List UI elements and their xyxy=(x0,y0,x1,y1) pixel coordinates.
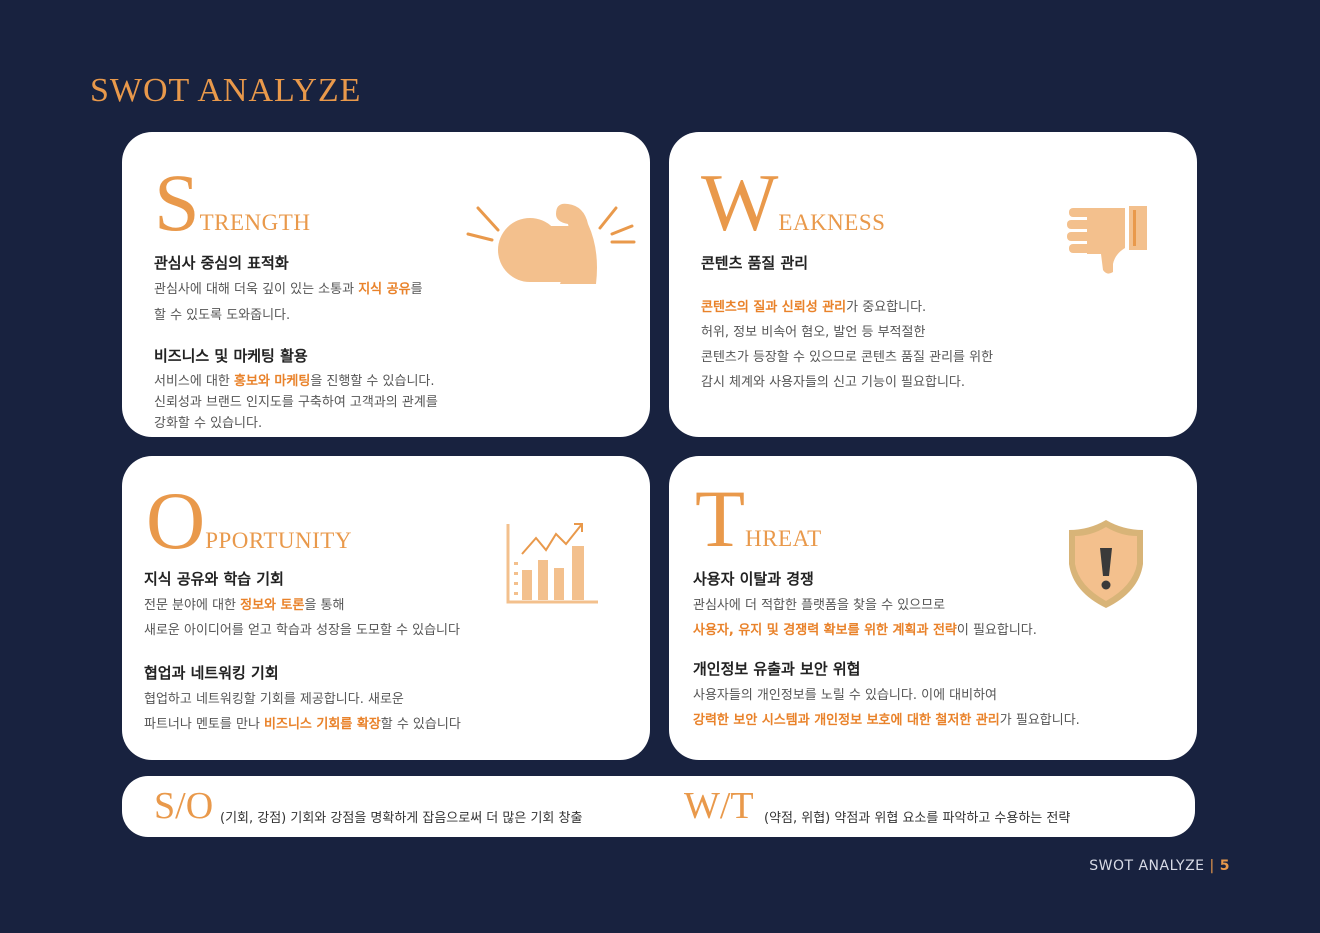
weakness-section-1-title: 콘텐츠 품질 관리 xyxy=(701,254,809,272)
growth-chart-icon xyxy=(506,523,598,604)
footer-label: SWOT ANALYZE xyxy=(1089,858,1205,874)
flexed-arm-icon xyxy=(466,203,636,284)
threat-section-1-line-2: 사용자, 유지 및 경쟁력 확보를 위한 계획과 전략이 필요합니다. xyxy=(693,623,1037,638)
opportunity-section-2-line-2: 파트너나 멘토를 만나 비즈니스 기회를 확장할 수 있습니다 xyxy=(144,717,461,732)
opportunity-letter: O xyxy=(146,475,206,566)
opportunity-section-1-line-2: 새로운 아이디어를 얻고 학습과 성장을 도모할 수 있습니다 xyxy=(144,623,460,638)
weakness-heading: WEAKNESS xyxy=(701,162,885,244)
strength-heading: STRENGTH xyxy=(154,162,310,244)
strength-section-2-line-1: 서비스에 대한 홍보와 마케팅을 진행할 수 있습니다. xyxy=(154,374,435,389)
page-number: 5 xyxy=(1219,858,1230,874)
strength-section-1-line-1: 관심사에 대해 더욱 깊이 있는 소통과 지식 공유를 xyxy=(154,282,423,297)
wt-strategy-text: (약점, 위협) 약점과 위협 요소를 파악하고 수용하는 전략 xyxy=(764,811,1071,826)
weakness-rest: EAKNESS xyxy=(778,210,886,235)
wt-strategy-key: W/T xyxy=(684,785,754,827)
threat-section-2-title: 개인정보 유출과 보안 위협 xyxy=(693,660,861,678)
opportunity-card: OPPORTUNITY 지식 공유와 학습 기회 전문 분야에 대한 정보와 토… xyxy=(122,456,650,760)
opportunity-section-2-title: 협업과 네트워킹 기회 xyxy=(144,664,279,682)
strength-rest: TRENGTH xyxy=(199,210,311,235)
so-strategy-key: S/O xyxy=(154,785,214,827)
strength-section-1-line-2: 할 수 있도록 도와줍니다. xyxy=(154,308,291,323)
threat-letter: T xyxy=(695,473,746,564)
weakness-card: WEAKNESS 콘텐츠 품질 관리 콘텐츠의 질과 신뢰성 관리가 중요합니다… xyxy=(669,132,1197,437)
page-title: SWOT ANALYZE xyxy=(90,72,362,109)
threat-section-1-line-1: 관심사에 더 적합한 플랫폼을 찾을 수 있으므로 xyxy=(693,598,946,613)
opportunity-section-1-title: 지식 공유와 학습 기회 xyxy=(144,570,284,588)
opportunity-section-1-line-1: 전문 분야에 대한 정보와 토론을 통해 xyxy=(144,598,345,613)
strength-section-1-title: 관심사 중심의 표적화 xyxy=(154,254,289,272)
strategy-card: S/O (기회, 강점) 기회와 강점을 명확하게 잡음으로써 더 많은 기회 … xyxy=(122,776,1195,837)
opportunity-rest: PPORTUNITY xyxy=(205,528,352,553)
page-footer: SWOT ANALYZE | 5 xyxy=(1089,858,1230,874)
threat-rest: HREAT xyxy=(745,526,822,551)
weakness-letter: W xyxy=(701,157,779,248)
weakness-section-1-line-2: 허위, 정보 비속어 혐오, 발언 등 부적절한 xyxy=(701,325,926,340)
opportunity-section-2-line-1: 협업하고 네트워킹할 기회를 제공합니다. 새로운 xyxy=(144,692,404,707)
thumbs-down-icon xyxy=(1067,206,1147,274)
weakness-section-1-line-1: 콘텐츠의 질과 신뢰성 관리가 중요합니다. xyxy=(701,300,927,315)
strength-section-2-line-3: 강화할 수 있습니다. xyxy=(154,416,263,431)
weakness-section-1-line-3: 콘텐츠가 등장할 수 있으므로 콘텐츠 품질 관리를 위한 xyxy=(701,350,994,365)
strength-card: STRENGTH 관심사 중심의 표적화 관심사에 대해 더욱 깊이 있는 소통… xyxy=(122,132,650,437)
threat-section-2-line-2: 강력한 보안 시스템과 개인정보 보호에 대한 철저한 관리가 필요합니다. xyxy=(693,713,1080,728)
strength-letter: S xyxy=(154,157,200,248)
weakness-section-1-line-4: 감시 체계와 사용자들의 신고 기능이 필요합니다. xyxy=(701,375,965,390)
opportunity-heading: OPPORTUNITY xyxy=(146,480,352,562)
strength-section-2-title: 비즈니스 및 마케팅 활용 xyxy=(154,347,308,365)
warning-shield-icon xyxy=(1069,520,1143,608)
threat-heading: THREAT xyxy=(695,478,822,560)
footer-separator: | xyxy=(1209,858,1215,874)
threat-section-1-title: 사용자 이탈과 경쟁 xyxy=(693,570,814,588)
threat-card: THREAT 사용자 이탈과 경쟁 관심사에 더 적합한 플랫폼을 찾을 수 있… xyxy=(669,456,1197,760)
strength-section-2-line-2: 신뢰성과 브랜드 인지도를 구축하여 고객과의 관계를 xyxy=(154,395,438,410)
so-strategy-text: (기회, 강점) 기회와 강점을 명확하게 잡음으로써 더 많은 기회 창출 xyxy=(220,811,583,826)
threat-section-2-line-1: 사용자들의 개인정보를 노릴 수 있습니다. 이에 대비하여 xyxy=(693,688,998,703)
